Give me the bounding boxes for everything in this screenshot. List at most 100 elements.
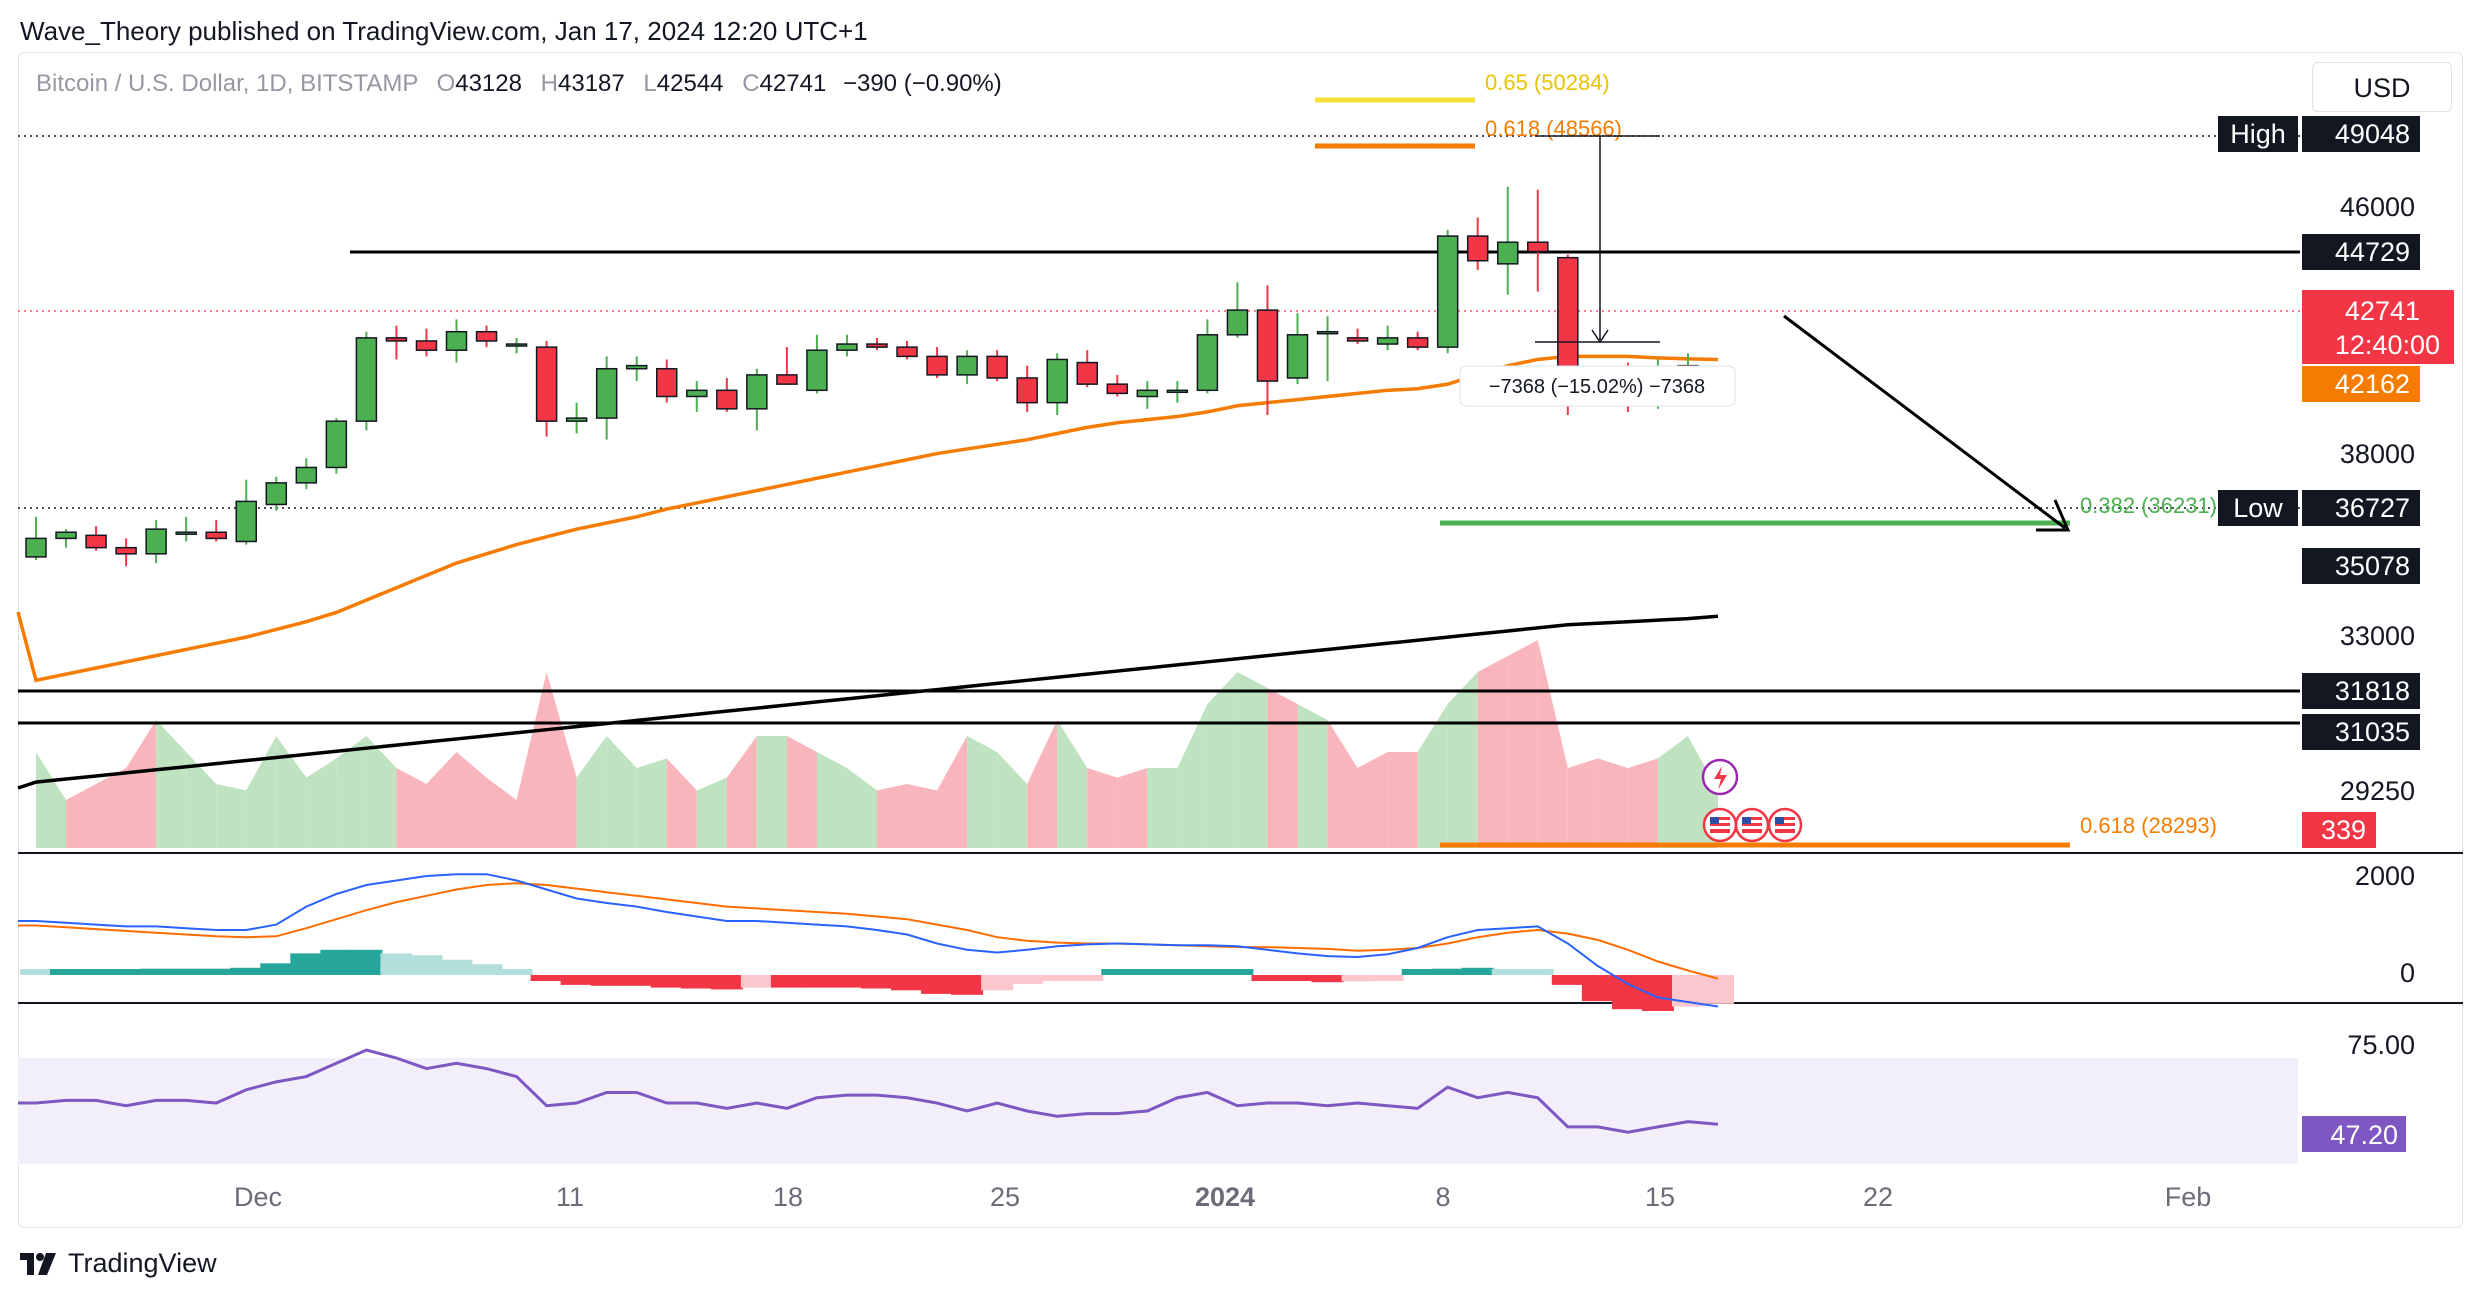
volume-segment xyxy=(846,768,877,848)
low-tag-label: Low xyxy=(2233,493,2283,523)
symbol-legend[interactable]: Bitcoin / U.S. Dollar, 1D, BITSTAMP O431… xyxy=(36,70,1002,98)
macd-histogram-bar xyxy=(1161,969,1194,975)
candle-body xyxy=(1226,309,1249,336)
volume-segment xyxy=(126,720,157,848)
macd-histogram-bar xyxy=(260,963,293,975)
candle-body xyxy=(1196,334,1219,392)
volume-segment xyxy=(907,784,938,848)
volume-segment xyxy=(96,768,127,848)
candle-body xyxy=(686,389,708,398)
low-tag-label-bg xyxy=(2218,490,2298,526)
macd-histogram-bar xyxy=(140,968,173,975)
macd-histogram-bar xyxy=(680,975,713,989)
lightning-icon xyxy=(1714,766,1727,790)
macd-histogram-bar xyxy=(440,959,473,975)
macd-histogram-bar xyxy=(1341,975,1374,982)
close-label: C xyxy=(742,70,760,97)
macd-histogram-bar xyxy=(530,975,563,981)
macd-histogram-bar xyxy=(20,969,52,975)
macd-histogram-bar xyxy=(1431,968,1464,975)
volume-segment xyxy=(1597,758,1628,848)
candle-body xyxy=(235,500,257,543)
high-label: H xyxy=(540,70,558,97)
macd-histogram-bar xyxy=(1461,967,1494,975)
candle-body xyxy=(505,343,528,347)
candle-body xyxy=(1527,241,1549,253)
volume-segment xyxy=(1237,672,1268,848)
macd-histogram-bar xyxy=(200,968,233,975)
last-price-tag: 42741 xyxy=(2345,296,2420,326)
volume-segment xyxy=(336,736,367,848)
volume-segment xyxy=(1627,758,1658,848)
price-axis-tick: 46000 xyxy=(2340,192,2415,222)
candle-body xyxy=(25,537,47,558)
macd-histogram-bar xyxy=(921,975,954,994)
high-value: 43187 xyxy=(558,70,625,97)
candle-body xyxy=(1256,309,1279,382)
candle-body xyxy=(1046,358,1068,404)
high-tag-value-bg xyxy=(2302,116,2420,152)
ema200-tag: 35078 xyxy=(2335,551,2410,581)
macd-histogram-bar xyxy=(1311,975,1344,983)
candle-body xyxy=(1346,337,1369,342)
candle-body xyxy=(1076,361,1098,385)
volume-segment xyxy=(516,672,547,848)
volume-segment xyxy=(1537,640,1568,848)
measure-label-box xyxy=(1459,365,1736,407)
candle-body xyxy=(535,346,558,422)
footer-brand: TradingView xyxy=(68,1248,217,1278)
time-axis-tick: 22 xyxy=(1863,1182,1893,1212)
chart-frame xyxy=(18,52,2463,1228)
macd-histogram-bar xyxy=(1581,975,1614,1002)
low-label: L xyxy=(643,70,657,97)
price-axis-tick: 33000 xyxy=(2340,621,2415,651)
volume-segment xyxy=(1417,704,1448,848)
macd-histogram-bar xyxy=(1131,969,1164,975)
rsi-line xyxy=(18,1048,1719,1134)
macd-histogram-bar xyxy=(1491,969,1524,975)
candle-body xyxy=(325,420,348,469)
volume-segment xyxy=(1207,672,1238,848)
volume-segment xyxy=(1507,640,1538,848)
fib-label-0618-bottom: 0.618 (28293) xyxy=(2080,813,2217,838)
time-axis-tick: Feb xyxy=(2165,1182,2212,1212)
volume-segment xyxy=(786,736,817,848)
macd-histogram-bar xyxy=(410,955,443,975)
candle-body xyxy=(265,482,288,506)
candle-body xyxy=(716,389,738,410)
rsi-value-tag: 47.20 xyxy=(2330,1120,2398,1150)
macd-histogram-bar xyxy=(620,975,653,986)
candle-body xyxy=(295,466,318,484)
projection-arrowhead xyxy=(2036,499,2071,532)
high-tag-label: High xyxy=(2230,119,2286,149)
macd-line xyxy=(18,873,1719,1008)
candle-body xyxy=(1166,389,1189,394)
volume-segment xyxy=(1267,688,1298,848)
macd-histogram-bar xyxy=(1281,975,1314,981)
tradingview-footer[interactable]: TradingView xyxy=(20,1248,217,1279)
macd-histogram-bar xyxy=(800,975,833,988)
candle-body xyxy=(986,355,1008,379)
published-line: Wave_Theory published on TradingView.com… xyxy=(20,16,868,46)
currency-button[interactable]: USD xyxy=(2312,62,2452,112)
candle-body xyxy=(355,337,378,422)
flag-canton xyxy=(1775,817,1784,824)
candle-body xyxy=(1466,235,1489,262)
candle-body xyxy=(1376,337,1399,345)
time-axis-tick: 25 xyxy=(990,1182,1020,1212)
flag-stripe xyxy=(1742,820,1762,823)
macd-histogram-bar xyxy=(1191,969,1224,975)
macd-histogram-bar xyxy=(1221,969,1254,975)
volume-segment xyxy=(937,736,968,848)
rsi-band xyxy=(18,1058,2298,1164)
open-label: O xyxy=(436,70,456,97)
tradingview-logo-icon xyxy=(20,1252,56,1275)
volume-segment xyxy=(997,752,1028,848)
volume-segment xyxy=(456,752,487,848)
volume-segment xyxy=(576,736,607,848)
macd-histogram-bar xyxy=(891,975,924,991)
macd-histogram-bar xyxy=(981,975,1014,991)
volume-segment xyxy=(1057,720,1088,848)
macd-histogram-bar xyxy=(500,969,533,975)
